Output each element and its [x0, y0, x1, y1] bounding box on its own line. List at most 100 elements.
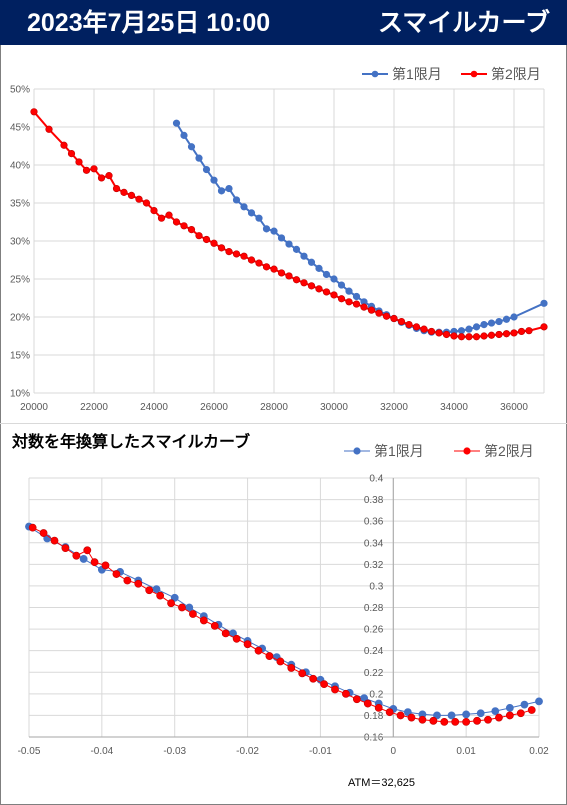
chart1-data-point: [255, 259, 263, 267]
chart2-data-point: [101, 561, 110, 570]
chart1-data-point: [240, 203, 248, 211]
chart2-data-point: [516, 709, 525, 718]
chart1-data-point: [382, 312, 391, 320]
chart1-data-point: [352, 292, 361, 301]
chart2-data-point: [520, 700, 529, 709]
chart1-data-point: [202, 235, 211, 244]
chart2-y-tick-label: 0.16: [364, 733, 384, 744]
chart2-data-point: [527, 706, 536, 714]
chart1-data-point: [540, 299, 548, 307]
chart2-data-point: [72, 551, 81, 560]
chart1-data-point: [420, 325, 428, 333]
chart2-y-tick-label: 0.4: [369, 474, 383, 485]
chart2-data-point: [309, 674, 318, 683]
chart1-data-point: [172, 218, 181, 226]
chart1-data-point: [225, 184, 233, 193]
chart2-data-point: [28, 523, 37, 532]
chart2-data-point: [451, 717, 460, 726]
chart2-data-point: [221, 629, 230, 638]
chart1-data-point: [540, 323, 548, 331]
chart1-data-point: [120, 188, 128, 196]
chart2-data-point: [178, 603, 186, 612]
chart2-x-tick-label: -0.03: [163, 746, 186, 757]
chart2-data-point: [476, 709, 485, 718]
chart2-data-point: [276, 657, 285, 666]
chart2-y-tick-label: 0.28: [364, 603, 384, 614]
chart1-data-point: [390, 314, 398, 323]
chart1-data-point: [465, 333, 473, 341]
chart1-data-point: [300, 252, 308, 260]
chart1-data-point: [75, 158, 83, 166]
chart1-data-point: [487, 319, 496, 327]
header-title: スマイルカーブ: [378, 9, 551, 37]
chart1-data-point: [67, 150, 76, 158]
chart1-data-point: [270, 265, 278, 273]
chart1-data-point: [517, 327, 526, 336]
chart2-data-point: [352, 695, 361, 704]
chart2-series-line: [32, 527, 532, 723]
chart2-data-point: [331, 685, 339, 694]
chart1-data-point: [502, 330, 511, 338]
chart1-data-point: [525, 327, 533, 335]
chart1-data-point: [60, 141, 68, 149]
chart2-data-point: [199, 616, 208, 625]
chart1-y-tick-label: 35%: [10, 199, 30, 210]
chart2-data-point: [90, 558, 99, 567]
chart1-data-point: [195, 232, 203, 240]
chart1-x-tick-label: 24000: [140, 402, 168, 413]
chart1-data-point: [315, 285, 323, 293]
chart1-y-tick-label: 15%: [10, 351, 30, 362]
chart2-y-tick-label: 0.3: [369, 581, 383, 592]
chart1-data-point: [427, 327, 436, 336]
chart1-data-point: [292, 245, 301, 253]
chart1-data-point: [180, 131, 188, 139]
chart1-data-point: [345, 287, 353, 295]
chart1-data-point: [172, 119, 181, 127]
chart2-y-tick-label: 0.38: [364, 495, 384, 506]
header-bar: 2023年7月25日 10:00 スマイルカーブ: [0, 0, 567, 45]
chart1-x-tick-label: 36000: [500, 402, 528, 413]
chart2-title: 対数を年換算したスマイルカーブ: [12, 434, 251, 451]
chart2-data-point: [342, 689, 350, 698]
chart2-legend-label: 第2限月: [484, 443, 534, 459]
chart1-data-point: [247, 256, 256, 264]
chart1-data-point: [285, 240, 293, 248]
chart1-data-point: [322, 270, 331, 279]
chart-divider: [0, 423, 567, 424]
chart2-legend-marker: [463, 447, 471, 455]
chart1-data-point: [495, 317, 503, 326]
chart2-y-tick-label: 0.24: [364, 646, 384, 657]
chart1-y-tick-label: 10%: [10, 389, 30, 400]
chart2-y-tick-label: 0.32: [364, 560, 384, 571]
chart1-data-point: [112, 184, 121, 193]
chart2-y-tick-label: 0.18: [364, 711, 384, 722]
chart1-data-point: [367, 306, 376, 314]
chart1-data-point: [232, 250, 241, 258]
chart2-y-tick-label: 0.26: [364, 625, 384, 636]
chart1-data-point: [210, 176, 218, 184]
chart2-data-point: [152, 585, 161, 594]
chart2-data-point: [112, 570, 121, 578]
chart1-data-point: [45, 125, 53, 133]
chart2-data-point: [298, 669, 307, 678]
chart1-data-point: [412, 323, 421, 331]
chart1-data-point: [337, 281, 346, 289]
chart1-data-point: [270, 227, 278, 235]
chart1-data-point: [142, 199, 151, 207]
chart1-data-point: [352, 300, 361, 308]
chart1-y-tick-label: 20%: [10, 313, 30, 324]
chart2-data-point: [484, 715, 492, 724]
chart2-y-tick-label: 0.22: [364, 668, 384, 679]
chart1-data-point: [157, 214, 166, 222]
chart1-data-point: [180, 222, 188, 230]
chart1-legend-marker: [470, 70, 478, 78]
chart2-data-point: [462, 717, 471, 726]
chart1-data-point: [480, 332, 488, 340]
chart1-x-tick-label: 26000: [200, 402, 228, 413]
chart2-x-tick-label: -0.04: [90, 746, 113, 757]
chart2-data-point: [535, 697, 543, 706]
chart1-data-point: [337, 295, 346, 303]
chart1-data-point: [487, 331, 496, 339]
chart1-data-point: [480, 321, 488, 329]
chart2-data-point: [473, 716, 481, 725]
